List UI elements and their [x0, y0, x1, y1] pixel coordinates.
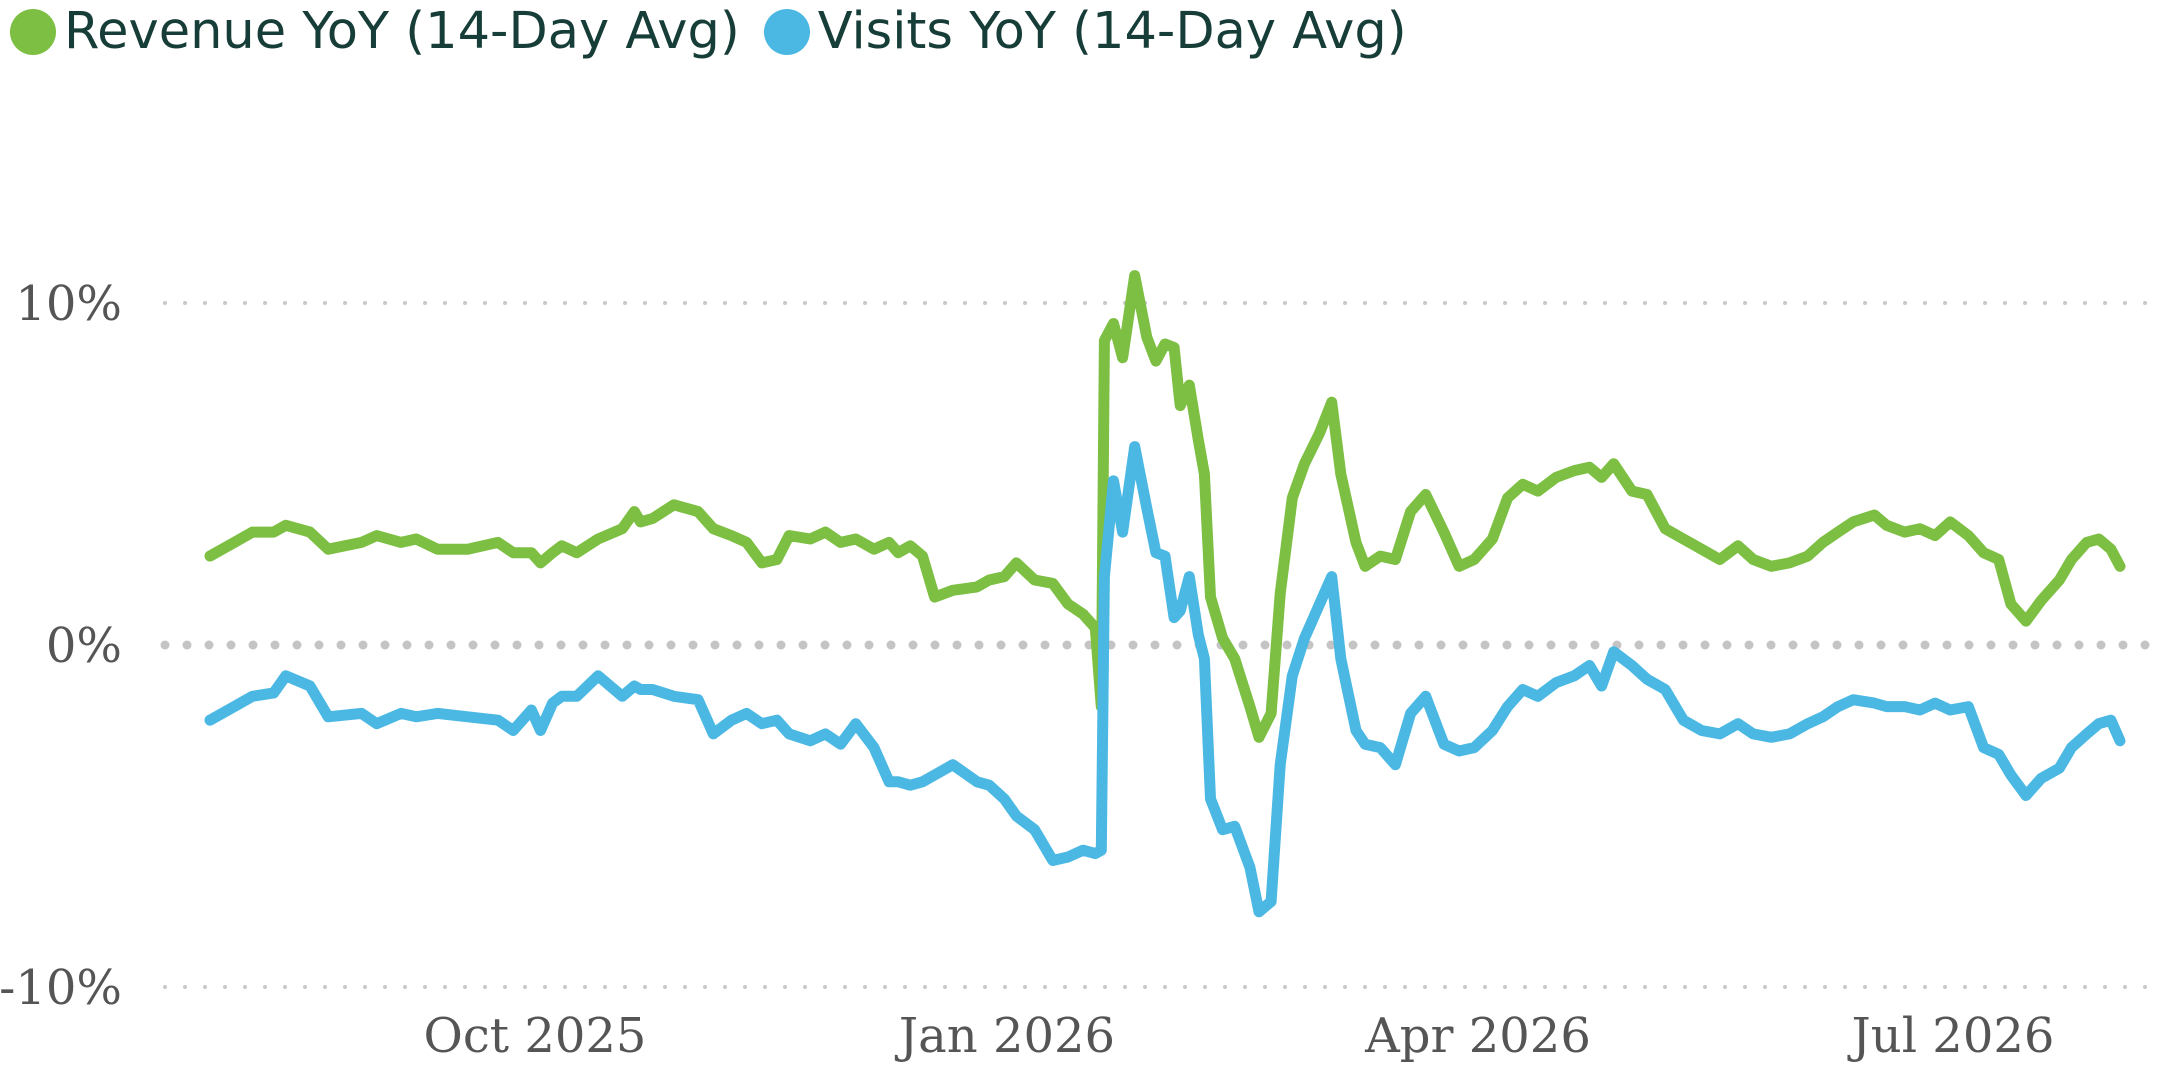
x-tick-label: Apr 2026	[1364, 1008, 1591, 1064]
x-tick-label: Jan 2026	[894, 1008, 1115, 1064]
legend-label-revenue: Revenue YoY (14-Day Avg)	[64, 2, 740, 61]
series-line-revenue[interactable]	[204, 270, 2126, 743]
gridlines	[160, 301, 2165, 989]
y-axis: 10% 0% -10%	[0, 276, 122, 1016]
y-tick-label: 0%	[46, 618, 122, 674]
series-lines	[204, 270, 2126, 918]
series-line-visits[interactable]	[204, 441, 2126, 918]
y-tick-label: -10%	[0, 960, 122, 1016]
legend-item-visits[interactable]: Visits YoY (14-Day Avg)	[763, 2, 1407, 61]
legend-marker-visits	[763, 8, 810, 55]
chart-legend: Revenue YoY (14-Day Avg) Visits YoY (14-…	[10, 2, 1407, 61]
legend-marker-revenue	[10, 8, 56, 55]
x-tick-label: Oct 2025	[424, 1008, 647, 1064]
y-tick-label: 10%	[15, 276, 122, 332]
x-tick-label: Jul 2026	[1847, 1008, 2055, 1064]
legend-item-revenue[interactable]: Revenue YoY (14-Day Avg)	[10, 2, 740, 61]
x-axis: Oct 2025 Jan 2026 Apr 2026 Jul 2026	[424, 1008, 2055, 1064]
legend-label-visits: Visits YoY (14-Day Avg)	[817, 2, 1407, 61]
